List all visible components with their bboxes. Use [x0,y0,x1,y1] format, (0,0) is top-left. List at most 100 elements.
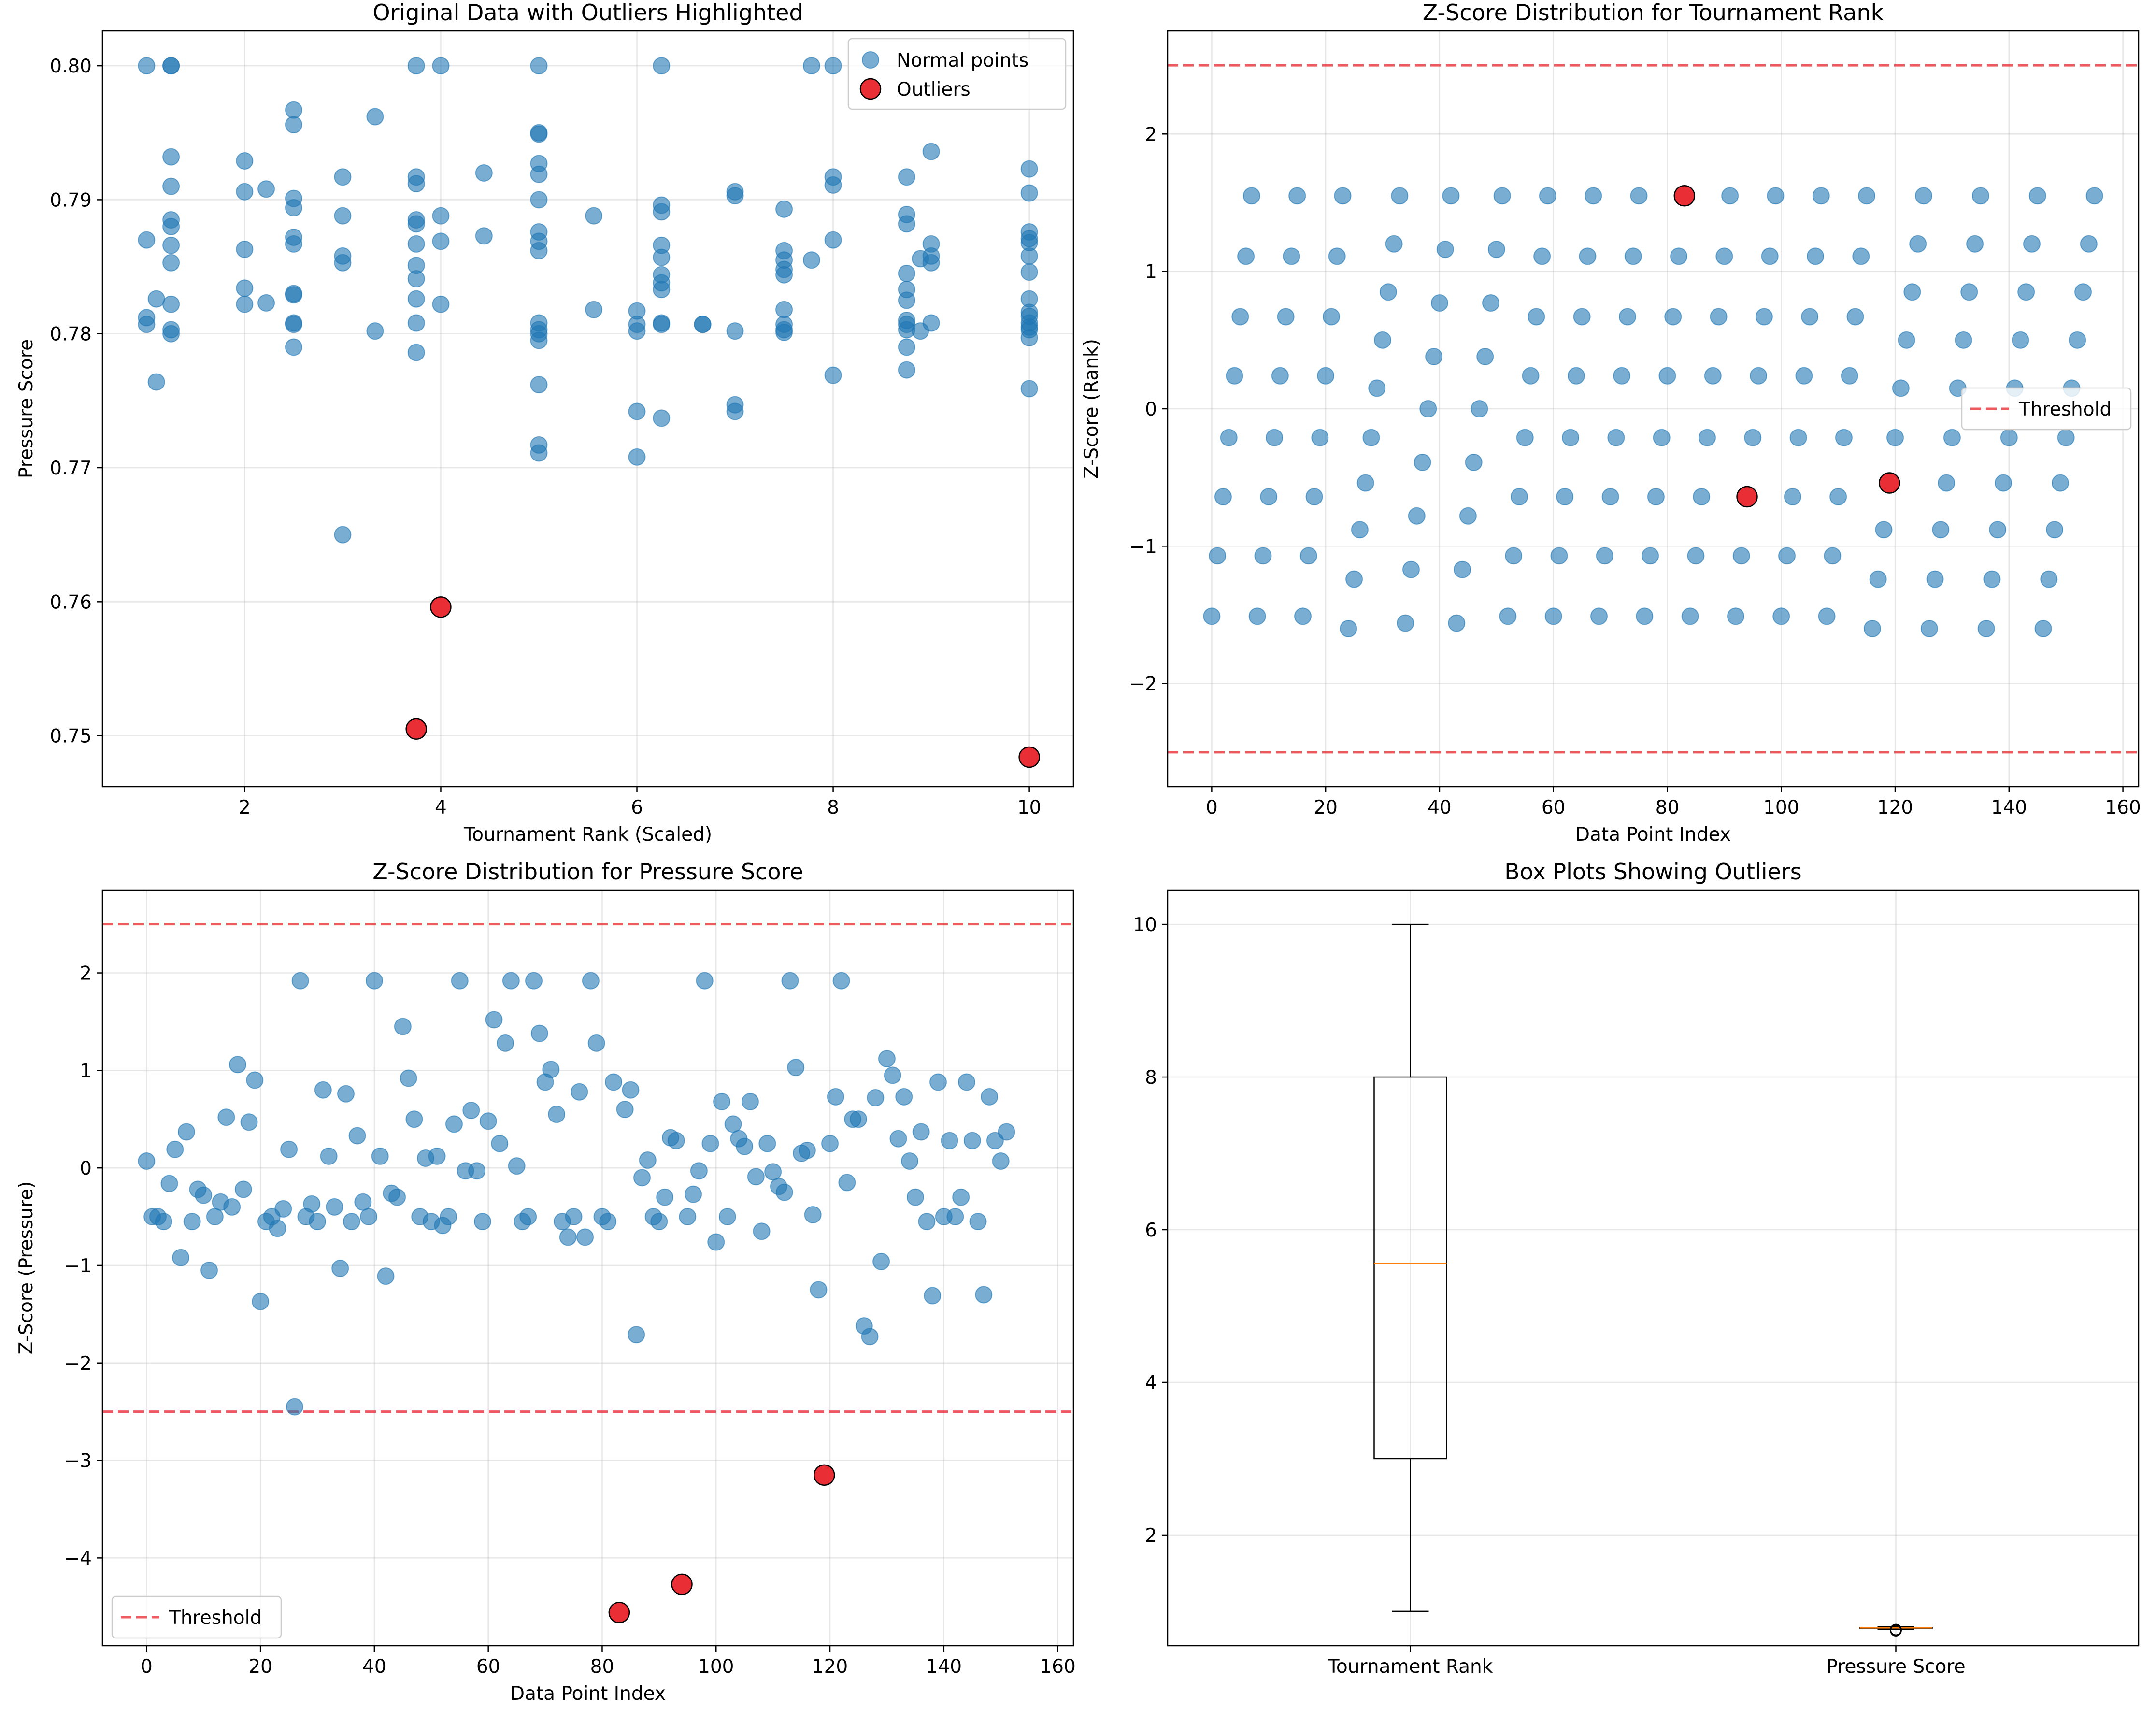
data-point [753,1222,771,1240]
data-point [236,241,254,259]
data-point [1829,488,1847,505]
data-point [1812,187,1830,205]
x-tick-label: 140 [1991,797,2027,819]
data-point [775,323,793,341]
y-axis-label: Pressure Score [15,339,37,478]
data-point [257,294,275,312]
x-tick-label: 8 [827,797,839,819]
data-point [440,1208,457,1226]
data-point [331,1260,349,1278]
data-point [1658,367,1676,385]
data-point [285,316,302,333]
y-tick-label: 0.75 [50,726,92,747]
data-point [1693,488,1711,505]
x-tick-label: 120 [812,1656,848,1678]
data-point [1476,347,1494,365]
data-point [941,1132,958,1149]
data-point [1960,283,1978,301]
data-point [2028,187,2046,205]
data-point [653,409,671,427]
data-point [718,1208,736,1226]
data-point [565,1208,583,1226]
data-point [724,1115,742,1133]
data-point [975,1286,993,1304]
data-point [946,1208,964,1226]
data-point [1618,308,1636,326]
data-point [530,165,548,183]
data-point [162,254,180,272]
data-point [1966,235,1984,253]
data-point [1744,429,1762,446]
data-point [1430,294,1448,312]
data-point [1499,607,1517,625]
data-point [810,1281,828,1299]
data-point [236,279,254,297]
data-point [824,176,842,194]
data-point [162,177,180,195]
x-tick-label: 0 [141,1656,153,1678]
data-point [1391,187,1409,205]
data-point [285,235,302,253]
data-point [1425,347,1443,365]
data-point [479,1112,497,1130]
data-point [824,231,842,249]
x-tick-label: 10 [1017,797,1042,819]
outlier-point [813,1464,835,1486]
x-tick-label: 100 [1763,797,1799,819]
data-point [530,376,548,394]
data-point [445,1115,463,1133]
legend-label: Threshold [169,1607,262,1629]
y-tick-label: 0.79 [50,189,92,211]
data-point [2040,570,2058,588]
data-point [726,322,744,340]
data-point [269,1220,286,1237]
y-tick-label: 0 [80,1158,92,1179]
data-point [388,1188,406,1206]
data-point [407,270,425,288]
data-point [491,1135,509,1152]
data-point [1955,331,1972,349]
data-point [1328,247,1346,265]
data-point [585,207,603,225]
data-point [1585,187,1602,205]
data-point [400,1069,417,1087]
data-point [2012,331,2029,349]
data-point [922,314,940,332]
data-point [758,1135,776,1152]
x-tick-label: 140 [926,1656,962,1678]
data-point [407,235,425,253]
data-point [2023,235,2041,253]
data-point [633,1169,651,1187]
data-point [1903,283,1921,301]
data-point [1351,521,1369,539]
data-point [802,57,820,75]
data-point [1203,607,1221,625]
data-point [1522,367,1540,385]
outlier-point [1018,746,1040,768]
data-point [285,199,302,217]
data-point [428,1147,446,1165]
data-point [2046,521,2064,539]
y-axis-label: Z-Score (Rank) [1081,339,1102,479]
data-point [1242,187,1260,205]
x-tick-label: 40 [1428,797,1452,819]
data-point [236,295,254,313]
data-point [1601,488,1619,505]
data-point [824,57,842,75]
data-point [781,972,799,990]
x-tick-label: 80 [1656,797,1680,819]
data-point [223,1198,241,1216]
data-point [240,1113,258,1131]
data-point [285,101,302,119]
data-point [138,1152,156,1170]
x-tick-label: 80 [590,1656,614,1678]
data-point [1419,400,1437,417]
data-point [1801,308,1819,326]
data-point [861,1328,879,1346]
legend-box [111,1595,282,1639]
data-point [1869,570,1887,588]
data-point [1892,379,1910,397]
data-point [872,1252,890,1270]
outlier-point [1736,486,1758,508]
data-point [166,1140,184,1158]
